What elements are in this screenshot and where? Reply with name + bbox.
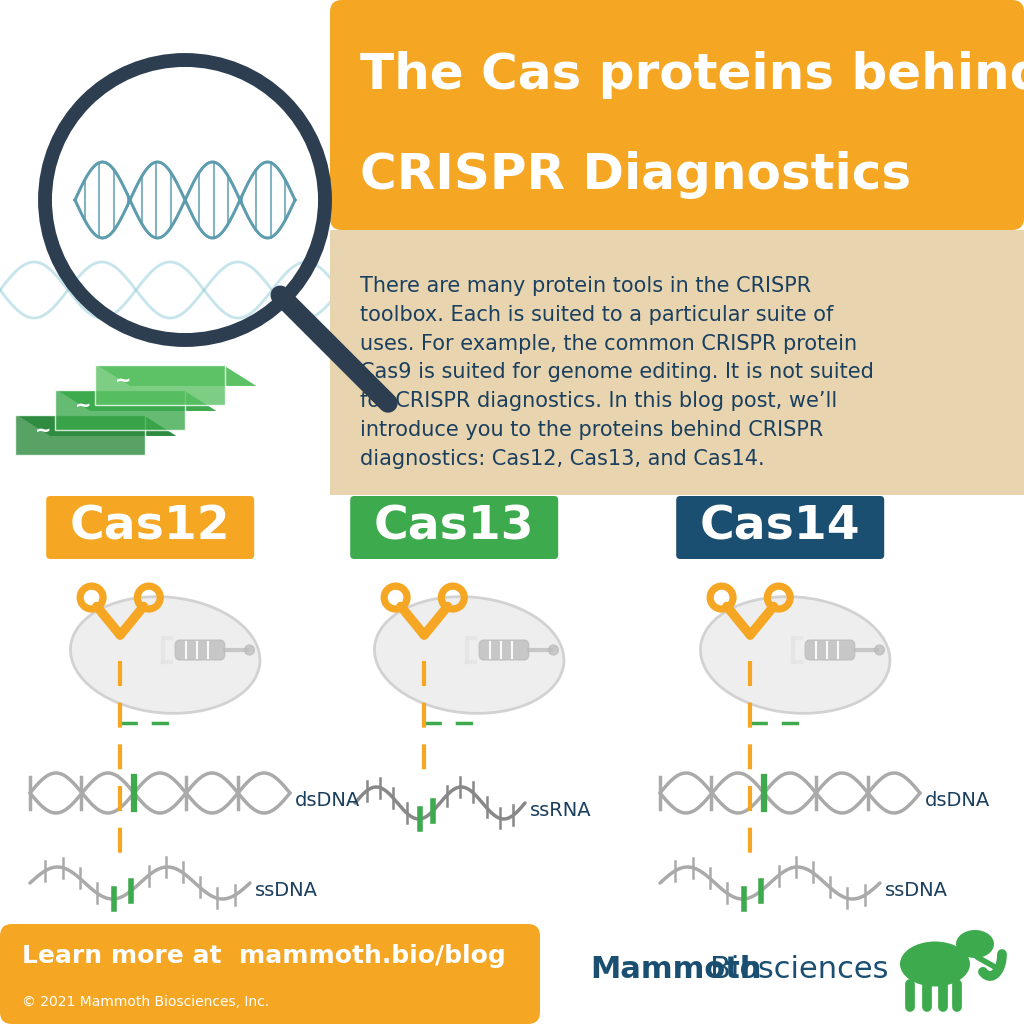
Text: There are many protein tools in the CRISPR
toolbox. Each is suited to a particul: There are many protein tools in the CRIS… bbox=[360, 276, 873, 469]
Text: ~: ~ bbox=[115, 371, 131, 389]
FancyBboxPatch shape bbox=[330, 0, 1024, 230]
Text: Cas13: Cas13 bbox=[374, 505, 535, 550]
Ellipse shape bbox=[71, 597, 260, 714]
Polygon shape bbox=[55, 390, 185, 430]
Polygon shape bbox=[95, 365, 260, 387]
Text: ~: ~ bbox=[35, 421, 51, 439]
FancyBboxPatch shape bbox=[175, 640, 224, 659]
Ellipse shape bbox=[956, 930, 994, 958]
Ellipse shape bbox=[900, 941, 970, 986]
Text: Cas14: Cas14 bbox=[699, 505, 860, 550]
Circle shape bbox=[549, 645, 558, 655]
FancyBboxPatch shape bbox=[330, 230, 1024, 495]
Text: ssDNA: ssDNA bbox=[885, 882, 948, 900]
FancyBboxPatch shape bbox=[676, 496, 884, 559]
Text: ssRNA: ssRNA bbox=[530, 802, 592, 820]
Text: ~: ~ bbox=[75, 395, 91, 415]
Circle shape bbox=[245, 645, 254, 655]
Text: The Cas proteins behind: The Cas proteins behind bbox=[360, 51, 1024, 99]
Polygon shape bbox=[15, 415, 145, 455]
Circle shape bbox=[874, 645, 885, 655]
FancyBboxPatch shape bbox=[479, 640, 528, 659]
Ellipse shape bbox=[375, 597, 564, 714]
Polygon shape bbox=[95, 365, 225, 406]
FancyBboxPatch shape bbox=[0, 924, 540, 1024]
Text: © 2021 Mammoth Biosciences, Inc.: © 2021 Mammoth Biosciences, Inc. bbox=[22, 995, 269, 1009]
Text: Mammoth: Mammoth bbox=[590, 954, 762, 983]
Ellipse shape bbox=[700, 597, 890, 714]
Text: Biosciences: Biosciences bbox=[710, 954, 889, 983]
Text: CRISPR Diagnostics: CRISPR Diagnostics bbox=[360, 151, 911, 199]
Text: dsDNA: dsDNA bbox=[925, 792, 990, 811]
Text: ssDNA: ssDNA bbox=[255, 882, 318, 900]
Text: Learn more at  mammoth.bio/blog: Learn more at mammoth.bio/blog bbox=[22, 944, 506, 968]
FancyBboxPatch shape bbox=[350, 496, 558, 559]
FancyBboxPatch shape bbox=[805, 640, 855, 659]
Text: Cas12: Cas12 bbox=[70, 505, 230, 550]
FancyBboxPatch shape bbox=[46, 496, 254, 559]
Polygon shape bbox=[55, 390, 220, 412]
Text: dsDNA: dsDNA bbox=[295, 792, 360, 811]
Polygon shape bbox=[15, 415, 180, 437]
